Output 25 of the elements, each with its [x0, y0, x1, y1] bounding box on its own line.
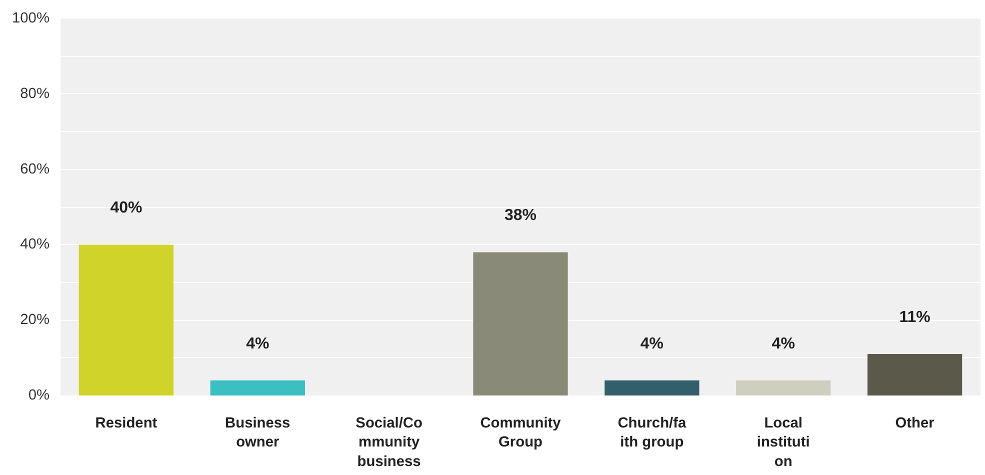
bar: [736, 380, 831, 396]
y-tick-label: 40%: [20, 236, 50, 253]
data-label: 38%: [504, 207, 537, 224]
x-tick-label: Social/Community business: [356, 416, 423, 470]
data-label: 40%: [110, 200, 142, 217]
data-label: 4%: [772, 335, 795, 352]
y-tick-label: 60%: [20, 161, 50, 178]
bar: [473, 252, 568, 396]
x-tick-label: Local institution: [756, 416, 810, 470]
x-tick-label: Other: [895, 416, 935, 432]
bar: [867, 354, 962, 396]
x-tick-label: Church/faith group: [618, 416, 687, 451]
x-tick-label: Resident: [95, 416, 158, 432]
text: 0%: [28, 388, 50, 404]
data-label: 4%: [640, 335, 664, 352]
bar: [604, 380, 700, 396]
x-tick-label: Community Group: [480, 416, 562, 451]
y-tick-label: 100%: [12, 10, 50, 26]
data-label: 4%: [246, 335, 270, 352]
y-tick-label: 80%: [20, 86, 50, 102]
data-label: 11%: [899, 309, 930, 326]
y-tick-label: 20%: [20, 312, 50, 328]
bar: [78, 244, 174, 396]
x-tick-label: Business owner: [225, 416, 290, 451]
bar: [210, 380, 305, 396]
